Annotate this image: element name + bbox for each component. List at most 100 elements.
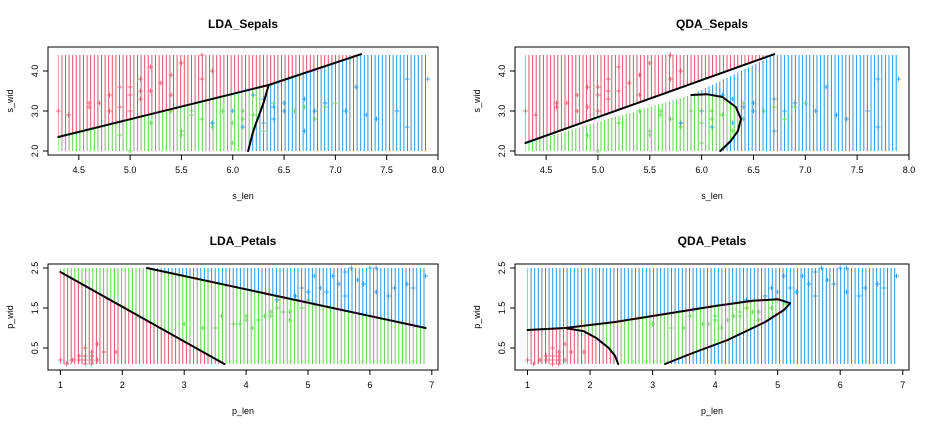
- data-point-versicolor: [127, 148, 133, 154]
- data-point-versicolor: [647, 128, 653, 134]
- data-point-versicolor: [230, 140, 236, 146]
- decision-boundary: [690, 93, 742, 152]
- data-point-setosa: [550, 345, 556, 351]
- data-point-versicolor: [299, 305, 305, 311]
- data-point-setosa: [117, 84, 123, 90]
- x-tick-label: 7.5: [380, 165, 393, 175]
- data-point-setosa: [127, 108, 133, 114]
- decision-boundary: [146, 267, 427, 329]
- data-point-versicolor: [312, 116, 318, 122]
- data-point-versicolor: [657, 108, 663, 114]
- x-tick-label: 6: [838, 380, 843, 390]
- data-point-virginica: [355, 277, 361, 283]
- data-point-versicolor: [650, 321, 656, 327]
- data-point-virginica: [843, 265, 849, 271]
- points-versicolor: [585, 100, 808, 154]
- x-tick-label: 6.0: [695, 165, 708, 175]
- data-point-virginica: [385, 293, 391, 299]
- data-point-setosa: [668, 76, 674, 82]
- points-versicolor: [117, 100, 338, 154]
- y-axis: 0.5 1.5 2.5: [497, 262, 515, 354]
- data-point-virginica: [274, 297, 280, 303]
- y-axis-label: s_wid: [472, 89, 482, 112]
- x-tick-label: 1: [58, 380, 63, 390]
- data-point-setosa: [668, 52, 674, 58]
- data-point-versicolor: [706, 321, 712, 327]
- plot-frame: [514, 263, 910, 371]
- data-point-virginica: [818, 265, 824, 271]
- data-point-setosa: [595, 92, 601, 98]
- data-point-versicolor: [262, 313, 268, 319]
- data-point-versicolor: [189, 108, 195, 114]
- chart-title: QDA_Sepals: [676, 17, 748, 31]
- data-point-versicolor: [709, 108, 715, 114]
- x-tick-label: 4: [713, 380, 718, 390]
- data-point-virginica: [709, 124, 715, 130]
- data-point-virginica: [768, 285, 774, 291]
- x-tick-label: 1: [525, 380, 530, 390]
- data-point-versicolor: [743, 305, 749, 311]
- data-point-versicolor: [332, 100, 338, 106]
- points-setosa: [525, 341, 587, 367]
- data-point-virginica: [771, 128, 777, 134]
- data-point-virginica: [678, 120, 684, 126]
- data-point-versicolor: [274, 305, 280, 311]
- x-tick-label: 5.5: [644, 165, 657, 175]
- data-point-versicolor: [302, 104, 308, 110]
- points-virginica: [209, 76, 431, 134]
- data-point-virginica: [353, 84, 359, 90]
- data-point-setosa: [647, 60, 653, 66]
- data-point-setosa: [107, 92, 113, 98]
- decision-boundary: [564, 327, 620, 365]
- data-point-virginica: [302, 96, 308, 102]
- data-point-versicolor: [616, 120, 622, 126]
- data-point-versicolor: [737, 313, 743, 319]
- data-point-setosa: [127, 84, 133, 90]
- data-point-versicolor: [585, 132, 591, 138]
- points-virginica: [678, 76, 902, 134]
- data-point-virginica: [730, 96, 736, 102]
- data-point-versicolor: [240, 108, 246, 114]
- data-point-virginica: [404, 281, 410, 287]
- data-point-virginica: [782, 108, 788, 114]
- data-point-virginica: [293, 293, 299, 299]
- data-point-virginica: [373, 265, 379, 271]
- data-point-virginica: [299, 285, 305, 291]
- data-point-versicolor: [699, 140, 705, 146]
- data-point-virginica: [230, 108, 236, 114]
- data-point-virginica: [342, 293, 348, 299]
- data-point-setosa: [636, 72, 642, 78]
- points-virginica: [274, 265, 429, 303]
- data-point-virginica: [831, 281, 837, 287]
- data-point-setosa: [199, 52, 205, 58]
- data-point-setosa: [76, 357, 82, 363]
- data-point-versicolor: [286, 309, 292, 315]
- data-point-versicolor: [178, 128, 184, 134]
- data-point-virginica: [800, 273, 806, 279]
- x-tick-label: 8.0: [432, 165, 445, 175]
- data-point-versicolor: [148, 120, 154, 126]
- y-axis: 0.5 1.5 2.5: [30, 262, 48, 354]
- y-axis: 2.0 3.0 4.0: [497, 65, 515, 157]
- data-point-virginica: [271, 104, 277, 110]
- data-point-virginica: [787, 285, 793, 291]
- data-point-virginica: [750, 100, 756, 106]
- data-point-versicolor: [291, 108, 297, 114]
- data-point-virginica: [322, 100, 328, 106]
- data-point-virginica: [404, 124, 410, 130]
- data-point-virginica: [881, 285, 887, 291]
- data-point-versicolor: [719, 112, 725, 118]
- y-tick-label: 3.0: [30, 105, 40, 118]
- x-tick-label: 3: [650, 380, 655, 390]
- data-point-virginica: [348, 265, 354, 271]
- data-point-setosa: [199, 76, 205, 82]
- data-point-setosa: [86, 100, 92, 106]
- data-point-setosa: [564, 100, 570, 106]
- y-axis: 2.0 3.0 4.0: [30, 65, 48, 157]
- data-point-versicolor: [636, 108, 642, 114]
- data-point-setosa: [550, 361, 556, 367]
- points-virginica: [743, 265, 899, 303]
- x-tick-label: 5.5: [175, 165, 188, 175]
- data-point-setosa: [525, 357, 531, 363]
- data-point-virginica: [343, 108, 349, 114]
